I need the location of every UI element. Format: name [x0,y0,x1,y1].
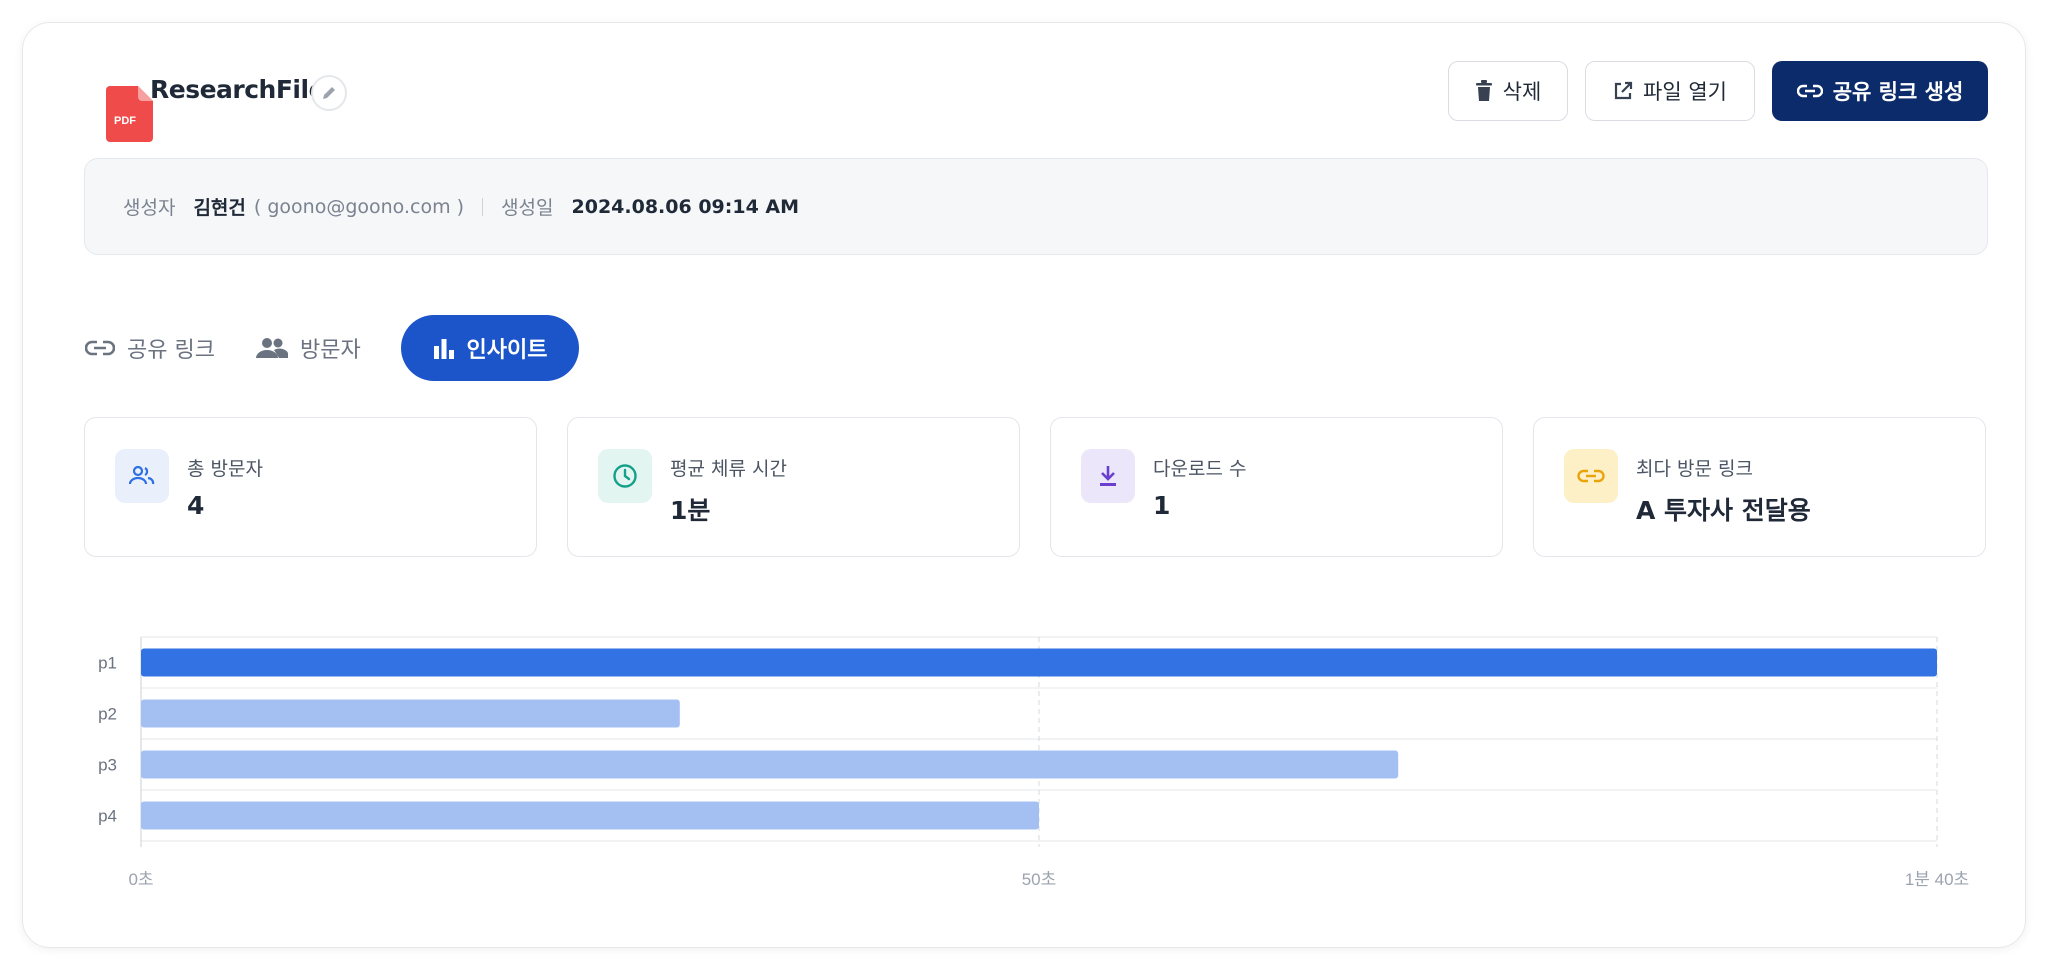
tab-share-links[interactable]: 공유 링크 [85,315,215,381]
chart-category-label: p4 [98,807,117,826]
chart-bar [141,699,680,728]
stat-card-avg-duration: 평균 체류 시간 1분 [567,417,1020,557]
stat-value: A 투자사 전달용 [1636,496,1811,525]
users-icon [115,449,169,503]
delete-label: 삭제 [1502,80,1542,104]
file-meta-bar: 생성자 김현건 ( goono@goono.com ) 생성일 2024.08.… [84,158,1988,255]
open-file-button[interactable]: 파일 열기 [1585,61,1755,121]
pencil-icon [323,87,335,99]
creator-name: 김현건 [193,197,246,219]
people-icon [256,338,288,358]
chart-x-tick-label: 1분 40초 [1905,870,1969,889]
chart-bar [141,648,1937,677]
pdf-badge-text: PDF [114,115,136,127]
creator-label: 생성자 [123,197,176,219]
delete-button[interactable]: 삭제 [1448,61,1568,121]
create-share-link-button[interactable]: 공유 링크 생성 [1772,61,1988,121]
meta-divider [482,197,484,216]
edit-title-button[interactable] [311,75,347,111]
stat-card-top-link: 최다 방문 링크 A 투자사 전달용 [1533,417,1986,557]
chart-category-label: p3 [98,756,117,775]
chart-x-tick-label: 50초 [1022,870,1057,889]
stat-value: 1분 [670,496,711,525]
stat-card-downloads: 다운로드 수 1 [1050,417,1503,557]
link-icon [1564,449,1618,503]
download-icon [1081,449,1135,503]
stat-label: 평균 체류 시간 [670,458,787,480]
chart-category-label: p1 [98,654,117,673]
page-duration-bar-chart: p1 p2 p3 p4 0초 50초 1분 40초 [98,636,1969,889]
stat-value: 1 [1153,491,1171,520]
stat-label: 총 방문자 [187,458,263,480]
open-file-label: 파일 열기 [1643,80,1727,104]
tab-label: 공유 링크 [127,338,215,363]
pdf-file-icon: PDF [106,86,153,142]
created-label: 생성일 [501,197,554,219]
file-title: ResearchFile [150,75,326,104]
link-icon [1796,84,1823,98]
external-link-icon [1614,81,1633,100]
tab-visitors[interactable]: 방문자 [256,315,361,381]
create-share-link-label: 공유 링크 생성 [1832,80,1964,104]
chart-x-tick-label: 0초 [128,870,153,889]
stat-card-total-visitors: 총 방문자 4 [84,417,537,557]
stat-value: 4 [187,491,205,520]
bar-chart-icon [433,339,454,359]
stat-label: 다운로드 수 [1153,458,1247,480]
tab-label: 인사이트 [466,338,548,363]
clock-icon [598,449,652,503]
creator-email: ( goono@goono.com ) [253,195,465,218]
trash-icon [1475,80,1492,101]
link-icon [85,340,115,356]
stat-label: 최다 방문 링크 [1636,458,1753,480]
tab-insights[interactable]: 인사이트 [401,315,579,381]
chart-category-label: p2 [98,705,117,724]
tab-label: 방문자 [300,338,361,363]
chart-bar [141,750,1399,779]
chart-bar [141,801,1039,830]
file-detail-card: PDF ResearchFile 삭제 파일 열기 공유 링크 생성 생성자 김… [22,22,2026,948]
created-date: 2024.08.06 09:14 AM [571,195,800,218]
